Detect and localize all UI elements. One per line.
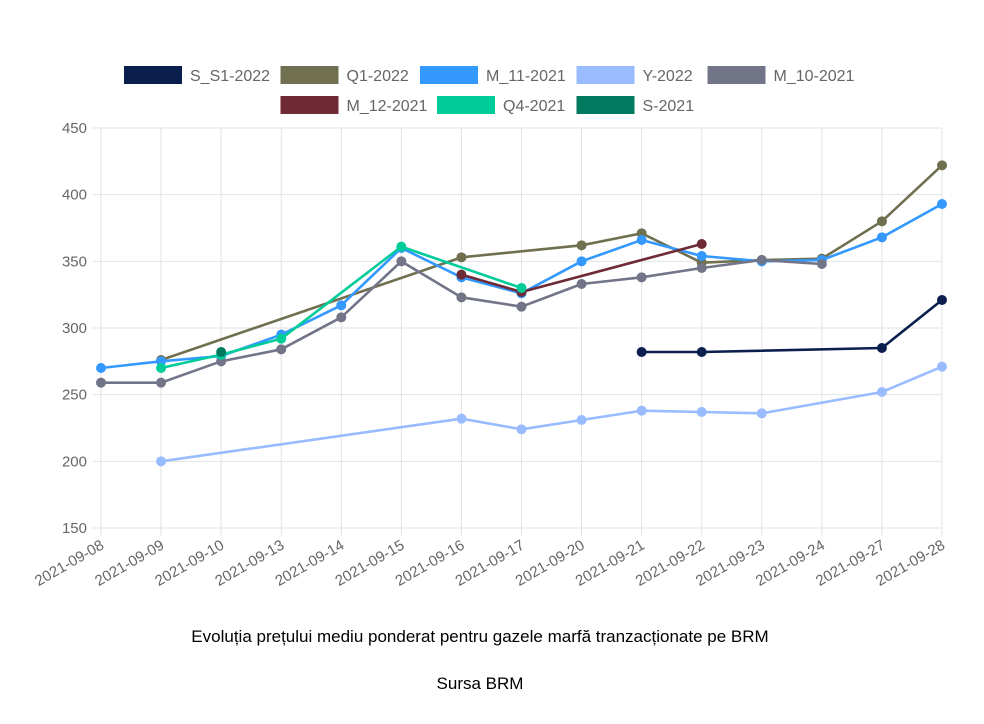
data-point [336, 300, 347, 311]
legend-swatch [280, 96, 339, 114]
data-point [937, 361, 947, 372]
data-point [156, 377, 167, 388]
data-point [636, 405, 647, 416]
y-tick-label: 250 [62, 387, 87, 404]
x-tick-label: 2021-09-28 [873, 537, 948, 590]
data-point [576, 256, 587, 267]
data-point [696, 347, 707, 357]
data-point [516, 283, 527, 293]
data-point [756, 408, 767, 419]
chart-caption: Evoluția prețului mediu ponderat pentru … [191, 627, 769, 646]
data-point [696, 407, 707, 417]
chart-source: Sursa BRM [436, 674, 524, 693]
y-axis: 150 200 250 300 350 400 450 [62, 120, 87, 537]
data-point [937, 295, 947, 305]
series-lines [96, 160, 947, 467]
data-point [636, 272, 647, 283]
data-point [876, 232, 887, 243]
legend-swatch [437, 96, 495, 114]
data-point [396, 241, 407, 252]
data-point [876, 343, 887, 353]
legend-label: M_11-2021 [486, 68, 566, 85]
legend-label: S_S1-2022 [190, 68, 270, 85]
data-point [636, 235, 647, 245]
data-point [96, 377, 106, 388]
data-point [456, 413, 467, 424]
data-point [276, 333, 287, 344]
x-axis: 2021-09-082021-09-092021-09-102021-09-13… [32, 537, 948, 590]
y-tick-label: 150 [62, 520, 87, 537]
data-point [516, 424, 527, 435]
data-point [876, 387, 887, 397]
data-point [156, 363, 167, 373]
data-point [216, 347, 227, 357]
legend: S_S1-2022 Q1-2022 M_11-2021 Y-2022 M_10-2021… [124, 66, 855, 115]
data-point [456, 292, 467, 303]
data-point [756, 255, 767, 265]
legend-label: Q1-2022 [347, 68, 409, 85]
data-point [696, 251, 707, 261]
data-point [576, 415, 587, 425]
legend-label: M_12-2021 [347, 98, 428, 115]
data-point [696, 239, 707, 249]
legend-swatch [420, 66, 478, 84]
legend-label: M_10-2021 [774, 68, 855, 85]
legend-swatch [576, 96, 635, 114]
data-point [336, 312, 347, 323]
data-point [96, 363, 106, 373]
y-tick-label: 450 [62, 120, 87, 137]
y-tick-label: 400 [62, 187, 87, 204]
data-point [396, 256, 407, 267]
legend-label: Q4-2021 [503, 98, 565, 115]
data-point [276, 344, 287, 355]
data-point [636, 347, 647, 357]
data-point [156, 456, 167, 467]
y-tick-label: 300 [62, 320, 87, 337]
data-point [516, 301, 527, 312]
y-tick-label: 350 [62, 253, 87, 270]
legend-swatch [280, 66, 339, 84]
data-point [456, 252, 467, 263]
y-tick-label: 200 [62, 453, 87, 470]
legend-swatch [124, 66, 182, 84]
data-point [937, 160, 947, 171]
series-line [641, 298, 943, 354]
data-point [576, 279, 587, 289]
legend-swatch [707, 66, 766, 84]
data-point [937, 199, 947, 209]
legend-label: S-2021 [643, 98, 695, 115]
chart: 150 200 250 300 350 400 450 2021-09-082021-09-… [32, 66, 948, 590]
gridlines [93, 127, 943, 536]
series-line [160, 365, 943, 463]
data-point [876, 216, 887, 227]
legend-swatch [576, 66, 635, 84]
data-point [456, 269, 467, 280]
data-point [696, 263, 707, 273]
data-point [816, 259, 827, 269]
legend-label: Y-2022 [643, 68, 693, 85]
data-point [576, 240, 587, 251]
